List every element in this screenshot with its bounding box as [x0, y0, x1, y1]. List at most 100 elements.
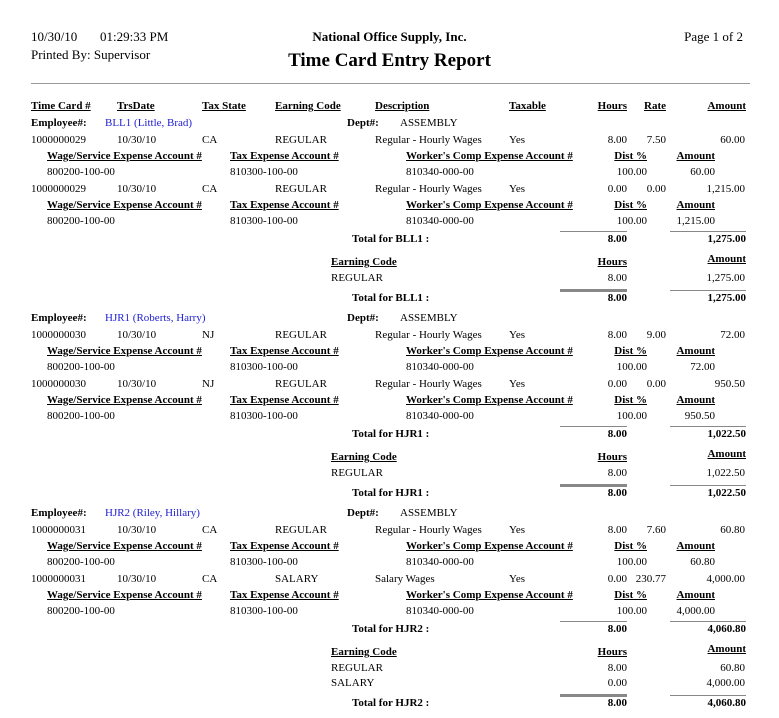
report-title: Time Card Entry Report — [288, 50, 491, 71]
dept-value: ASSEMBLY — [400, 507, 458, 519]
description: Regular - Hourly Wages — [375, 524, 482, 536]
tax-state: NJ — [202, 329, 215, 341]
total-hours-rule — [560, 484, 627, 487]
dist-amount: 60.80 — [690, 556, 715, 568]
summary-amount-label: Amount — [707, 643, 746, 655]
total-amount-rule — [670, 485, 746, 486]
comp-account-label: Worker's Comp Expense Account # — [406, 345, 573, 357]
amount: 60.00 — [720, 134, 745, 146]
summary-amount: 1,022.50 — [706, 467, 746, 479]
dept-label: Dept#: — [347, 312, 379, 324]
hours: 0.00 — [607, 573, 627, 585]
dist-amount-label: Amount — [676, 589, 715, 601]
trs-date: 10/30/10 — [117, 329, 157, 341]
summary-code-label: Earning Code — [331, 256, 397, 268]
employee-label: Employee#: — [31, 312, 87, 324]
employee-total-label: Total for HJR1 : — [352, 428, 430, 440]
taxable: Yes — [509, 573, 526, 585]
comp-account: 810340-000-00 — [406, 166, 474, 178]
tax-account: 810300-100-00 — [230, 215, 298, 227]
dist-label: Dist % — [614, 199, 647, 211]
employee-grand-total-amount: 1,275.00 — [707, 292, 747, 304]
summary-hours-label: Hours — [597, 451, 627, 463]
wage-account: 800200-100-00 — [47, 361, 115, 373]
wage-account: 800200-100-00 — [47, 166, 115, 178]
amount: 950.50 — [714, 378, 745, 390]
dist-percent: 100.00 — [616, 215, 647, 227]
printed-by: Printed By: Supervisor — [31, 47, 151, 62]
dist-percent: 100.00 — [616, 361, 647, 373]
tax-account: 810300-100-00 — [230, 556, 298, 568]
page-number: Page 1 of 2 — [684, 29, 743, 44]
earning-code: REGULAR — [275, 329, 327, 341]
summary-code: REGULAR — [331, 662, 383, 674]
summary-hours-label: Hours — [597, 256, 627, 268]
hours: 0.00 — [607, 183, 627, 195]
taxable: Yes — [509, 134, 526, 146]
col-timecard: Time Card # — [31, 100, 91, 112]
employee-grand-total-amount: 1,022.50 — [707, 487, 747, 499]
trs-date: 10/30/10 — [117, 524, 157, 536]
dist-amount-label: Amount — [676, 345, 715, 357]
total-hours-rule — [560, 694, 627, 697]
dist-amount: 72.00 — [690, 361, 715, 373]
dist-percent: 100.00 — [616, 556, 647, 568]
employee-total-hours: 8.00 — [607, 623, 627, 635]
employee-name: BLL1 (Little, Brad) — [105, 117, 193, 129]
header-divider — [31, 83, 750, 84]
employee-name: HJR1 (Roberts, Harry) — [105, 312, 206, 324]
timecard-number: 1000000029 — [31, 183, 86, 195]
tax-account-label: Tax Expense Account # — [230, 540, 339, 552]
summary-code: SALARY — [331, 677, 375, 689]
employee-grand-total-hours: 8.00 — [607, 292, 627, 304]
comp-account-label: Worker's Comp Expense Account # — [406, 394, 573, 406]
wage-account-label: Wage/Service Expense Account # — [47, 199, 202, 211]
tax-state: CA — [202, 524, 218, 536]
trs-date: 10/30/10 — [117, 378, 157, 390]
amount: 4,000.00 — [706, 573, 746, 585]
description: Regular - Hourly Wages — [375, 134, 482, 146]
summary-amount-label: Amount — [707, 253, 746, 265]
timecard-number: 1000000031 — [31, 524, 86, 536]
employee-grand-total-amount: 4,060.80 — [707, 697, 747, 709]
rate: 0.00 — [646, 183, 666, 195]
description: Salary Wages — [375, 573, 435, 585]
summary-hours: 8.00 — [607, 467, 627, 479]
amount: 60.80 — [720, 524, 745, 536]
subtotal-amount-rule — [670, 426, 746, 427]
taxable: Yes — [509, 183, 526, 195]
comp-account-label: Worker's Comp Expense Account # — [406, 589, 573, 601]
wage-account: 800200-100-00 — [47, 605, 115, 617]
wage-account-label: Wage/Service Expense Account # — [47, 394, 202, 406]
earning-code: REGULAR — [275, 378, 327, 390]
comp-account-label: Worker's Comp Expense Account # — [406, 540, 573, 552]
comp-account: 810340-000-00 — [406, 556, 474, 568]
company-name: National Office Supply, Inc. — [312, 29, 467, 44]
dist-percent: 100.00 — [616, 166, 647, 178]
dept-value: ASSEMBLY — [400, 117, 458, 129]
employee-total-amount: 4,060.80 — [707, 623, 747, 635]
comp-account: 810340-000-00 — [406, 361, 474, 373]
wage-account: 800200-100-00 — [47, 215, 115, 227]
employee-grand-total-label: Total for HJR1 : — [352, 487, 430, 499]
dist-percent: 100.00 — [616, 410, 647, 422]
trs-date: 10/30/10 — [117, 134, 157, 146]
hours: 8.00 — [607, 524, 627, 536]
dist-label: Dist % — [614, 394, 647, 406]
col-trsdate: TrsDate — [117, 100, 155, 112]
rate: 0.00 — [646, 378, 666, 390]
total-amount-rule — [670, 695, 746, 696]
col-taxable: Taxable — [509, 100, 546, 112]
print-time: 01:29:33 PM — [100, 29, 169, 44]
dist-amount: 4,000.00 — [676, 605, 716, 617]
wage-account-label: Wage/Service Expense Account # — [47, 345, 202, 357]
summary-code-label: Earning Code — [331, 646, 397, 658]
wage-account: 800200-100-00 — [47, 410, 115, 422]
tax-account: 810300-100-00 — [230, 410, 298, 422]
earning-code: REGULAR — [275, 524, 327, 536]
tax-account: 810300-100-00 — [230, 166, 298, 178]
hours: 8.00 — [607, 329, 627, 341]
dept-label: Dept#: — [347, 117, 379, 129]
earning-code: REGULAR — [275, 134, 327, 146]
dist-label: Dist % — [614, 150, 647, 162]
